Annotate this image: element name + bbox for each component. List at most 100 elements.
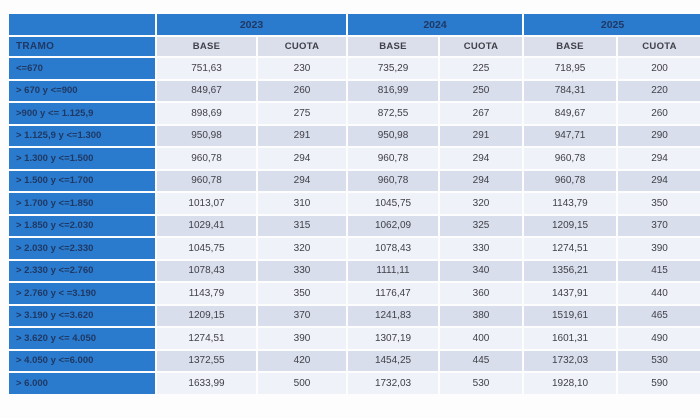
cuota-value-cell: 220 xyxy=(618,80,700,101)
cuota-value-cell: 590 xyxy=(618,373,700,394)
tramo-cell: > 1.300 y <=1.500 xyxy=(9,148,155,169)
base-value-cell: 960,78 xyxy=(524,148,617,169)
cuota-value-cell: 320 xyxy=(258,238,347,259)
tramo-cell: > 4.050 y <=6.000 xyxy=(9,350,155,371)
corner-cell xyxy=(9,14,155,35)
cuota-value-cell: 275 xyxy=(258,103,347,124)
table-row: <=670 751,63 230 735,29 225 718,95 200 xyxy=(9,58,700,79)
tramo-cell: > 1.125,9 y <=1.300 xyxy=(9,125,155,146)
table-row: > 1.850 y <=2.030 1029,41 315 1062,09 325 120… xyxy=(9,215,700,236)
base-value-cell: 960,78 xyxy=(348,148,439,169)
cuota-value-cell: 390 xyxy=(618,238,700,259)
tramo-cell: > 3.190 y <=3.620 xyxy=(9,305,155,326)
cuota-column-header-2025: CUOTA xyxy=(618,37,700,56)
tramo-cell: >900 y <= 1.125,9 xyxy=(9,103,155,124)
cuota-value-cell: 290 xyxy=(618,125,700,146)
cuota-value-cell: 340 xyxy=(440,260,523,281)
cuota-value-cell: 490 xyxy=(618,328,700,349)
base-value-cell: 1143,79 xyxy=(157,283,256,304)
cuota-value-cell: 260 xyxy=(258,80,347,101)
base-value-cell: 718,95 xyxy=(524,58,617,79)
base-value-cell: 1078,43 xyxy=(157,260,256,281)
cuota-value-cell: 370 xyxy=(618,215,700,236)
table-row: > 1.300 y <=1.500 960,78 294 960,78 294 960,7… xyxy=(9,148,700,169)
base-value-cell: 898,69 xyxy=(157,103,256,124)
tramo-cell: > 2.760 y < =3.190 xyxy=(9,283,155,304)
cuota-value-cell: 225 xyxy=(440,58,523,79)
table-row: > 4.050 y <=6.000 1372,55 420 1454,25 445 173… xyxy=(9,350,700,371)
tramo-cell: > 2.330 y <=2.760 xyxy=(9,260,155,281)
tramo-cell: > 2.030 y <=2.330 xyxy=(9,238,155,259)
base-value-cell: 1045,75 xyxy=(348,193,439,214)
base-value-cell: 1372,55 xyxy=(157,350,256,371)
cuota-value-cell: 420 xyxy=(258,350,347,371)
tramo-cell: > 1.500 y <=1.700 xyxy=(9,170,155,191)
cuota-value-cell: 325 xyxy=(440,215,523,236)
cuota-value-cell: 380 xyxy=(440,305,523,326)
base-value-cell: 1928,10 xyxy=(524,373,617,394)
table-body: <=670 751,63 230 735,29 225 718,95 200 > 670 y … xyxy=(9,58,700,394)
cuota-value-cell: 500 xyxy=(258,373,347,394)
cuota-value-cell: 291 xyxy=(258,125,347,146)
table-row: > 3.620 y <= 4.050 1274,51 390 1307,19 400 16… xyxy=(9,328,700,349)
table-row: > 2.030 y <=2.330 1045,75 320 1078,43 330 127… xyxy=(9,238,700,259)
base-value-cell: 849,67 xyxy=(157,80,256,101)
base-value-cell: 1045,75 xyxy=(157,238,256,259)
base-value-cell: 849,67 xyxy=(524,103,617,124)
base-column-header-2025: BASE xyxy=(524,37,617,56)
cuota-value-cell: 294 xyxy=(258,148,347,169)
table-row: > 1.125,9 y <=1.300 950,98 291 950,98 291 947… xyxy=(9,125,700,146)
base-value-cell: 1307,19 xyxy=(348,328,439,349)
table-row: > 2.330 y <=2.760 1078,43 330 1111,11 340 135… xyxy=(9,260,700,281)
base-value-cell: 784,31 xyxy=(524,80,617,101)
tramo-cell: <=670 xyxy=(9,58,155,79)
cuota-value-cell: 530 xyxy=(440,373,523,394)
year-header-2024: 2024 xyxy=(348,14,523,35)
base-value-cell: 816,99 xyxy=(348,80,439,101)
cuota-value-cell: 310 xyxy=(258,193,347,214)
cuota-value-cell: 267 xyxy=(440,103,523,124)
tramo-column-header: TRAMO xyxy=(9,37,155,56)
base-value-cell: 872,55 xyxy=(348,103,439,124)
cuota-value-cell: 294 xyxy=(618,148,700,169)
cuota-value-cell: 390 xyxy=(258,328,347,349)
cuota-value-cell: 230 xyxy=(258,58,347,79)
table-row: >900 y <= 1.125,9 898,69 275 872,55 267 849,6… xyxy=(9,103,700,124)
table-row: > 1.500 y <=1.700 960,78 294 960,78 294 960,7… xyxy=(9,170,700,191)
year-header-row: 2023 2024 2025 xyxy=(9,14,700,35)
base-value-cell: 1274,51 xyxy=(157,328,256,349)
cuota-value-cell: 350 xyxy=(618,193,700,214)
base-value-cell: 1633,99 xyxy=(157,373,256,394)
cuota-value-cell: 315 xyxy=(258,215,347,236)
base-value-cell: 1356,21 xyxy=(524,260,617,281)
base-value-cell: 1732,03 xyxy=(348,373,439,394)
tramo-cell: > 1.700 y <=1.850 xyxy=(9,193,155,214)
base-value-cell: 1274,51 xyxy=(524,238,617,259)
base-value-cell: 1732,03 xyxy=(524,350,617,371)
base-value-cell: 1209,15 xyxy=(524,215,617,236)
tramo-cell: > 3.620 y <= 4.050 xyxy=(9,328,155,349)
cuota-value-cell: 320 xyxy=(440,193,523,214)
base-value-cell: 947,71 xyxy=(524,125,617,146)
base-value-cell: 735,29 xyxy=(348,58,439,79)
base-value-cell: 950,98 xyxy=(348,125,439,146)
cuota-value-cell: 291 xyxy=(440,125,523,146)
base-value-cell: 1437,91 xyxy=(524,283,617,304)
cuota-value-cell: 250 xyxy=(440,80,523,101)
cuota-value-cell: 294 xyxy=(440,170,523,191)
table-row: > 670 y <=900 849,67 260 816,99 250 784,31 220 xyxy=(9,80,700,101)
year-header-2025: 2025 xyxy=(524,14,700,35)
cuota-value-cell: 360 xyxy=(440,283,523,304)
subheader-row: TRAMO BASE CUOTA BASE CUOTA BASE CUOTA xyxy=(9,37,700,56)
cuota-value-cell: 445 xyxy=(440,350,523,371)
base-value-cell: 1209,15 xyxy=(157,305,256,326)
cuota-value-cell: 415 xyxy=(618,260,700,281)
base-value-cell: 1062,09 xyxy=(348,215,439,236)
cuota-value-cell: 260 xyxy=(618,103,700,124)
base-value-cell: 960,78 xyxy=(524,170,617,191)
year-header-2023: 2023 xyxy=(157,14,347,35)
base-value-cell: 950,98 xyxy=(157,125,256,146)
tramo-cell: > 6.000 xyxy=(9,373,155,394)
base-value-cell: 1029,41 xyxy=(157,215,256,236)
